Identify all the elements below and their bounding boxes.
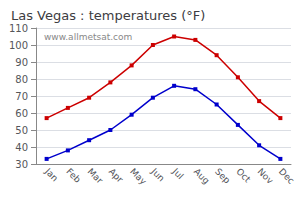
svg-text:May: May bbox=[128, 166, 149, 187]
svg-text:90: 90 bbox=[15, 57, 28, 68]
svg-text:110: 110 bbox=[9, 23, 28, 34]
svg-text:50: 50 bbox=[15, 125, 28, 136]
svg-text:Jul: Jul bbox=[170, 166, 185, 181]
svg-text:Oct: Oct bbox=[234, 166, 252, 184]
svg-text:Nov: Nov bbox=[256, 166, 276, 186]
svg-text:30: 30 bbox=[15, 159, 28, 170]
svg-text:70: 70 bbox=[15, 91, 28, 102]
svg-text:Las Vegas : temperatures (°F): Las Vegas : temperatures (°F) bbox=[11, 8, 205, 23]
svg-text:Mar: Mar bbox=[86, 166, 105, 185]
svg-text:60: 60 bbox=[15, 108, 28, 119]
svg-text:Feb: Feb bbox=[64, 166, 83, 185]
svg-text:Jan: Jan bbox=[42, 166, 60, 184]
svg-text:Dec: Dec bbox=[277, 166, 296, 185]
svg-text:100: 100 bbox=[9, 40, 28, 51]
svg-text:40: 40 bbox=[15, 142, 28, 153]
svg-text:Sep: Sep bbox=[213, 166, 232, 185]
svg-text:80: 80 bbox=[15, 74, 28, 85]
svg-text:Aug: Aug bbox=[192, 166, 211, 185]
svg-text:Jun: Jun bbox=[149, 166, 167, 184]
svg-text:www.allmetsat.com: www.allmetsat.com bbox=[44, 32, 132, 42]
svg-text:Apr: Apr bbox=[107, 166, 125, 184]
